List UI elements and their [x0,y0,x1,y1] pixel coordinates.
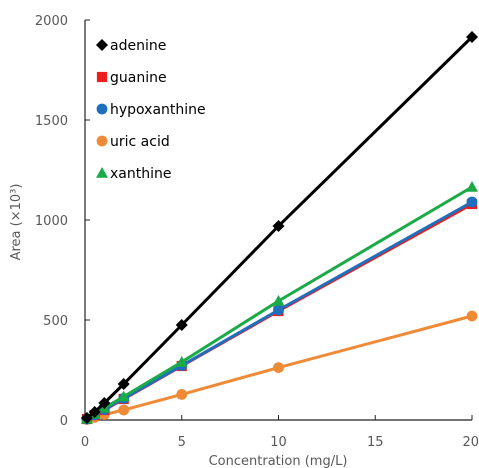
legend-marker-guanine [96,71,108,83]
y-tick-label: 2000 [35,14,68,29]
legend-marker-xanthine [96,167,108,178]
data-point-uric-acid [118,404,130,416]
legend-label-xanthine: xanthine [110,166,171,182]
data-point-uric-acid [176,389,188,400]
data-point-hypoxanthine [273,304,284,316]
data-point-xanthine [272,295,285,306]
series-layer [80,31,478,425]
y-tick-label: 500 [43,314,68,329]
data-point-xanthine [175,356,188,367]
x-tick-label: 10 [270,435,287,450]
y-tick-group: 0 500 1000 1500 2000 [35,14,90,429]
x-axis-label: Concentration (mg/L) [209,454,348,468]
data-point-adenine [80,412,93,424]
data-point-adenine [175,319,188,331]
legend-label-adenine: adenine [110,38,166,54]
data-point-uric-acid [466,310,478,322]
x-tick-label: 15 [367,435,384,450]
data-point-adenine [272,220,285,232]
data-point-adenine [466,31,478,43]
legend-label-hypoxanthine: hypoxanthine [110,102,206,118]
legend-label-guanine: guanine [110,70,167,86]
x-tick-label: 0 [81,435,89,450]
data-point-xanthine [117,390,130,402]
series-xanthine [80,181,478,424]
x-tick-label: 5 [178,435,186,450]
data-point-hypoxanthine [466,196,478,208]
data-point-adenine [117,378,130,390]
series-adenine [80,31,478,424]
y-tick-label: 1500 [35,114,68,129]
legend: adenine guanine hypoxanthine uric acid xanth… [96,38,206,182]
data-point-adenine [98,397,111,409]
legend-marker-adenine [96,39,108,51]
x-tick-label: 20 [462,435,479,450]
data-point-adenine [88,406,101,418]
legend-marker-hypoxanthine [96,103,108,115]
legend-marker-uric-acid [96,135,108,147]
y-tick-label: 0 [60,414,68,429]
y-tick-label: 1000 [35,214,68,229]
data-point-xanthine [466,181,478,192]
legend-label-uric-acid: uric acid [110,134,170,150]
y-axis-label: Area (×10³) [9,184,24,261]
data-point-uric-acid [273,362,284,373]
